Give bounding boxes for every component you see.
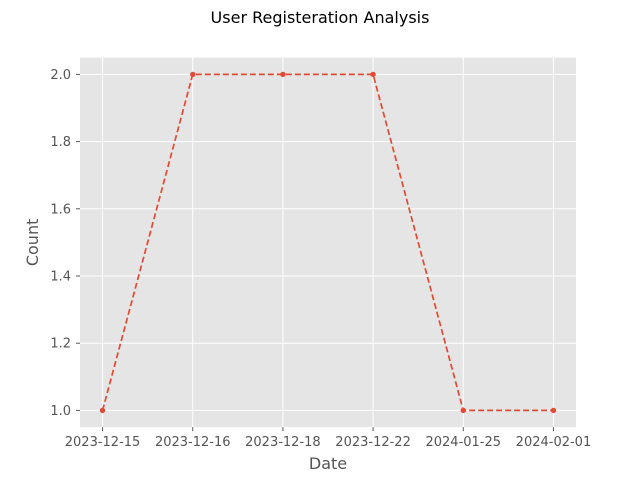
y-tick-label: 1.0 (50, 404, 71, 419)
series-line (101, 73, 554, 412)
grid (80, 57, 576, 428)
data-point (280, 71, 286, 78)
x-tick-label: 2024-01-25 (425, 435, 501, 450)
data-point (190, 71, 196, 78)
y-tick-label: 1.4 (50, 270, 71, 285)
y-tick-label: 1.2 (50, 337, 71, 352)
y-tick-label: 1.6 (50, 202, 71, 217)
ticks: 2023-12-15 2023-12-16 2023-12-18 2023-12-22… (50, 68, 591, 450)
x-tick-label: 2023-12-16 (155, 435, 231, 450)
data-point (460, 407, 466, 414)
plot-area (80, 57, 576, 428)
series (99, 71, 557, 414)
chart-title: User Registeration Analysis (211, 8, 430, 27)
data-point (370, 71, 376, 78)
x-axis-label: Date (309, 454, 347, 473)
y-tick-label: 2.0 (50, 68, 71, 83)
x-tick-label: 2023-12-22 (335, 435, 411, 450)
data-point (99, 407, 106, 414)
x-tick-label: 2023-12-15 (65, 435, 141, 450)
x-tick-label: 2023-12-18 (245, 435, 321, 450)
x-tick-label: 2024-02-01 (516, 435, 592, 450)
data-point (550, 407, 557, 414)
y-axis-label: Count (23, 219, 42, 267)
y-tick-label: 1.8 (50, 135, 71, 150)
